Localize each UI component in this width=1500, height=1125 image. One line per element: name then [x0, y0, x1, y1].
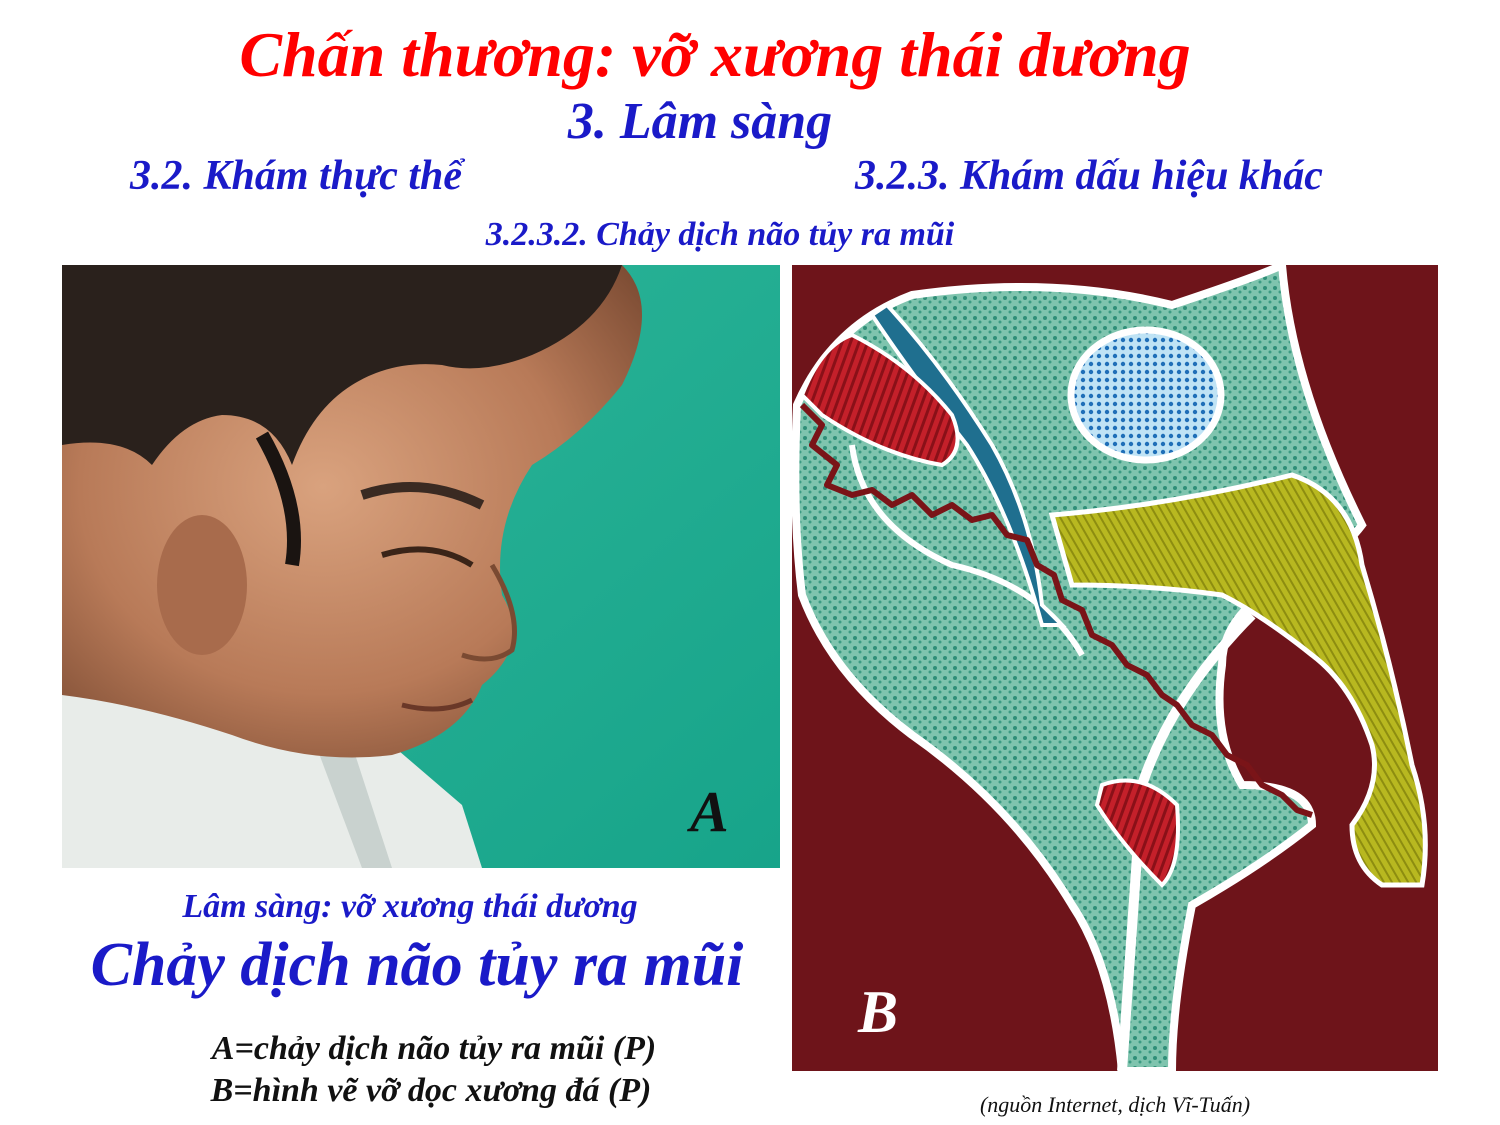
- subsection-heading-right: 3.2.3. Khám dấu hiệu khác: [855, 153, 1323, 199]
- figure-a-label: A: [690, 779, 729, 844]
- caption-line-2: Chảy dịch não tủy ra mũi: [90, 931, 744, 999]
- patient-photo: [62, 265, 780, 868]
- figure-b-label: B: [858, 979, 899, 1045]
- subsection-heading-left: 3.2. Khám thực thể: [130, 153, 463, 199]
- temporal-bone-diagram: [792, 265, 1438, 1071]
- source-credit: (nguồn Internet, dịch Vĩ-Tuấn): [979, 1092, 1251, 1117]
- caption-line-3: A=chảy dịch não tủy ra mũi (P): [211, 1030, 657, 1067]
- subsubsection-heading: 3.2.3.2. Chảy dịch não tủy ra mũi: [485, 216, 955, 253]
- caption-line-4: B=hình vẽ vỡ dọc xương đá (P): [210, 1072, 652, 1109]
- section-heading: 3. Lâm sàng: [567, 93, 833, 150]
- caption-line-1: Lâm sàng: vỡ xương thái dương: [182, 888, 638, 925]
- slide-title: Chấn thương: vỡ xương thái dương: [239, 19, 1191, 90]
